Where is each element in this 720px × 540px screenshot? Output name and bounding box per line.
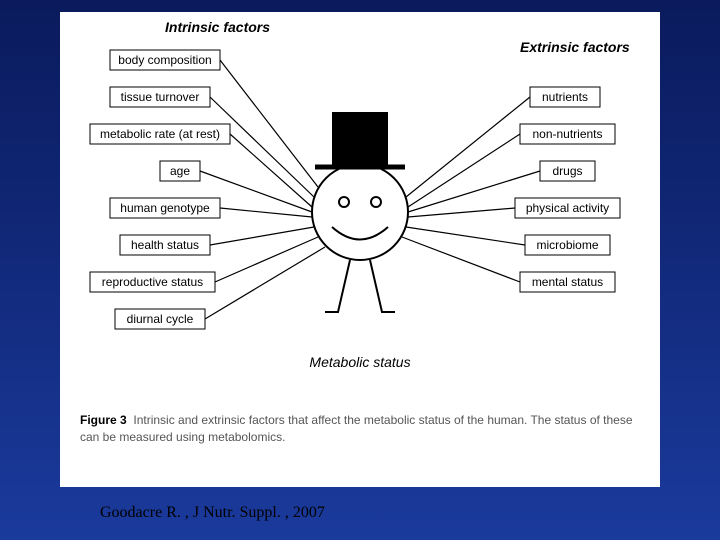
figure-panel: Intrinsic factors Extrinsic factors body c… xyxy=(60,12,660,487)
caption-text: Intrinsic and extrinsic factors that aff… xyxy=(80,413,633,444)
connector xyxy=(408,134,520,207)
factor-label: metabolic rate (at rest) xyxy=(100,127,220,141)
head xyxy=(312,164,408,260)
factor-label: drugs xyxy=(552,164,582,178)
factor-label: human genotype xyxy=(120,201,210,215)
intrinsic-header: Intrinsic factors xyxy=(165,19,270,35)
leg-left xyxy=(325,260,350,312)
factor-label: mental status xyxy=(532,275,603,289)
factor-label: physical activity xyxy=(526,201,609,215)
citation-text: Goodacre R. , J Nutr. Suppl. , 2007 xyxy=(100,504,325,522)
leg-right xyxy=(370,260,395,312)
connector xyxy=(205,247,325,319)
factors-diagram: Intrinsic factors Extrinsic factors body c… xyxy=(60,12,660,412)
connector xyxy=(210,97,314,197)
factor-label: non-nutrients xyxy=(532,127,602,141)
center-label: Metabolic status xyxy=(309,354,410,370)
connector xyxy=(402,237,520,282)
connector xyxy=(215,237,318,282)
connector xyxy=(408,208,515,217)
connector xyxy=(406,227,525,245)
caption-label: Figure 3 xyxy=(80,413,127,427)
eye-left xyxy=(339,197,349,207)
connector xyxy=(220,208,312,217)
factor-label: health status xyxy=(131,238,199,252)
extrinsic-header: Extrinsic factors xyxy=(520,39,630,55)
factor-label: diurnal cycle xyxy=(127,312,194,326)
factor-label: tissue turnover xyxy=(121,90,200,104)
factor-label: nutrients xyxy=(542,90,588,104)
connector xyxy=(210,227,314,245)
figure-caption: Figure 3 Intrinsic and extrinsic factors… xyxy=(60,412,660,446)
factor-label: microbiome xyxy=(536,238,598,252)
diagram-container: Intrinsic factors Extrinsic factors body c… xyxy=(60,12,660,412)
factor-label: reproductive status xyxy=(102,275,203,289)
eye-right xyxy=(371,197,381,207)
factor-label: body composition xyxy=(118,53,211,67)
connector xyxy=(230,134,312,207)
connector xyxy=(406,97,530,197)
smile xyxy=(332,227,388,240)
factor-label: age xyxy=(170,164,190,178)
